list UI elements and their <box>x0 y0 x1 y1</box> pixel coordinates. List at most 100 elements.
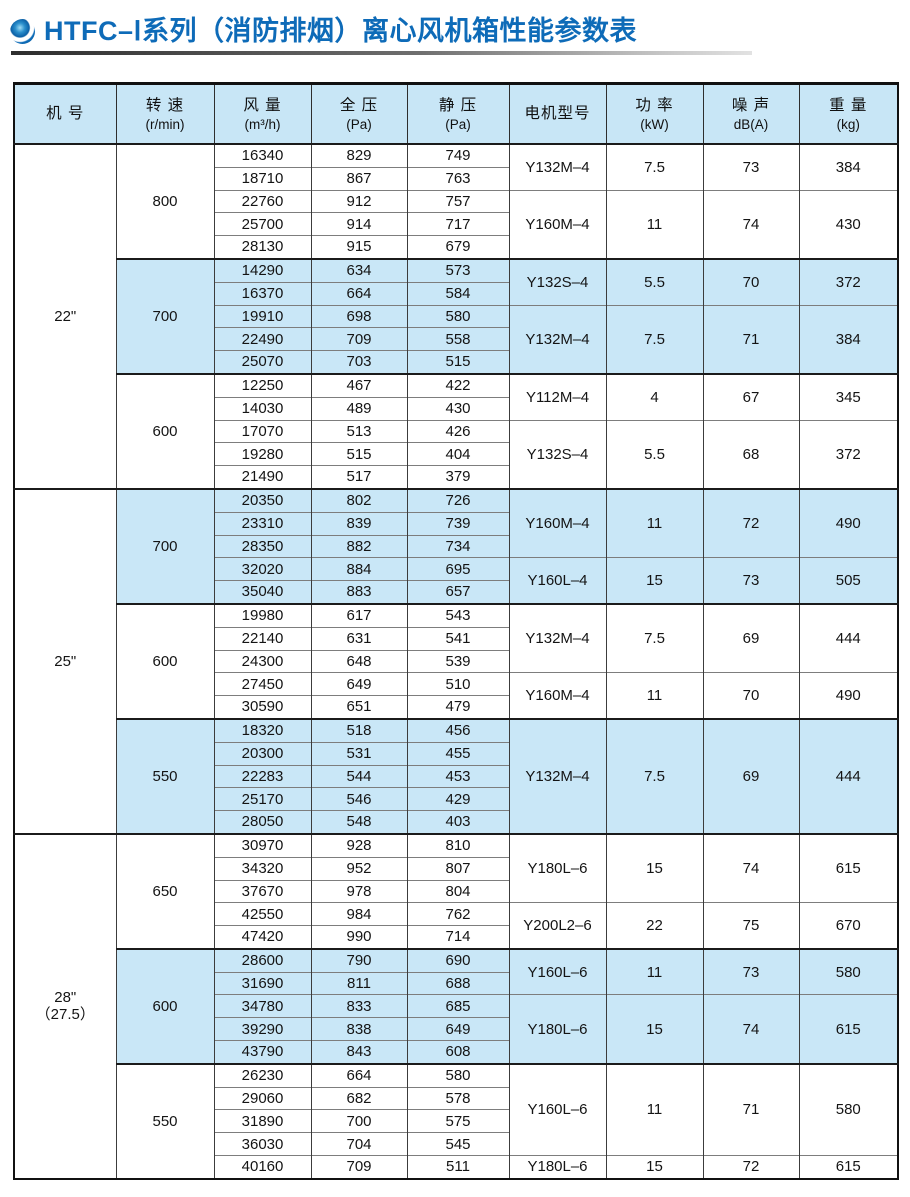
cell-total-pressure: 839 <box>310 511 408 536</box>
cell-static-pressure: 804 <box>406 879 510 903</box>
table-row: 18710 867 763 <box>14 166 898 191</box>
cell-flow: 37670 <box>213 879 312 903</box>
cell-total-pressure: 990 <box>310 925 408 949</box>
cell-total-pressure: 843 <box>310 1040 408 1064</box>
cell-noise: 69 <box>702 717 800 834</box>
cell-static-pressure: 695 <box>406 557 510 581</box>
cell-static-pressure: 511 <box>406 1155 510 1179</box>
cell-motor-model: Y160M–4 <box>508 487 607 558</box>
cell-flow: 25070 <box>213 350 312 374</box>
cell-static-pressure: 690 <box>406 947 510 973</box>
cell-total-pressure: 467 <box>310 372 408 398</box>
table-row: 550 18320 518 456 Y132M–4 7.5 69 444 <box>14 717 899 834</box>
cell-power: 11 <box>605 947 704 995</box>
cell-static-pressure: 543 <box>406 602 510 628</box>
cell-total-pressure: 882 <box>310 534 408 558</box>
cell-weight: 670 <box>798 902 899 949</box>
cell-noise: 73 <box>702 142 800 191</box>
cell-total-pressure: 833 <box>310 994 408 1018</box>
table-row: 16370 664 584 <box>14 281 898 306</box>
table-row: 32020 884 695 Y160L–4 15 73 505 <box>14 557 899 604</box>
cell-motor-model: Y160M–4 <box>508 189 607 259</box>
cell-static-pressure: 739 <box>406 511 510 536</box>
cell-power: 7.5 <box>605 602 704 673</box>
cell-total-pressure: 617 <box>310 602 408 628</box>
cell-total-pressure: 914 <box>310 212 408 236</box>
cell-total-pressure: 649 <box>310 672 408 696</box>
cell-power: 7.5 <box>605 717 704 834</box>
cell-flow: 16340 <box>213 142 312 168</box>
cell-size: 28" （27.5） <box>13 832 117 1179</box>
cell-static-pressure: 429 <box>406 787 510 811</box>
cell-total-pressure: 664 <box>310 1062 408 1088</box>
table-row: 20300 531 455 <box>14 741 898 766</box>
cell-speed: 700 <box>115 487 215 604</box>
cell-flow: 42550 <box>213 902 312 926</box>
table-row: 29060 682 578 <box>14 1086 898 1110</box>
cell-weight: 444 <box>798 717 899 834</box>
cell-power: 4 <box>605 372 704 421</box>
cell-static-pressure: 479 <box>406 695 510 719</box>
header-motor-model: 电机型号 <box>508 83 607 145</box>
table-row: 25700 914 717 <box>14 212 898 236</box>
cell-flow: 22760 <box>213 189 312 213</box>
cell-flow: 22490 <box>213 327 312 351</box>
cell-static-pressure: 403 <box>406 810 510 834</box>
cell-total-pressure: 531 <box>310 741 408 766</box>
cell-motor-model: Y160M–4 <box>508 672 607 719</box>
cell-flow: 25700 <box>213 212 312 236</box>
table-row: 28050 548 403 <box>14 810 898 834</box>
cell-power: 5.5 <box>605 257 704 306</box>
cell-power: 15 <box>605 557 704 604</box>
cell-noise: 74 <box>702 189 800 259</box>
cell-static-pressure: 649 <box>406 1017 510 1041</box>
table-row: 39290 838 649 <box>14 1017 898 1041</box>
cell-static-pressure: 422 <box>406 372 510 398</box>
cell-flow: 43790 <box>213 1040 312 1064</box>
cell-total-pressure: 517 <box>310 465 408 489</box>
cell-total-pressure: 515 <box>310 442 408 466</box>
cell-noise: 70 <box>702 257 800 306</box>
cell-flow: 27450 <box>213 672 312 696</box>
cell-power: 11 <box>605 189 704 259</box>
cell-weight: 615 <box>798 1155 899 1179</box>
cell-flow: 19980 <box>213 602 312 628</box>
table-row: 14030 489 430 <box>14 396 898 421</box>
cell-speed: 550 <box>115 717 215 834</box>
cell-flow: 12250 <box>213 372 312 398</box>
cell-size: 25" <box>13 487 117 834</box>
table-row: 40160 709 511 Y180L–6 15 72 615 <box>14 1155 899 1179</box>
cell-power: 11 <box>605 487 704 558</box>
cell-static-pressure: 573 <box>406 257 510 283</box>
header-size: 机 号 <box>13 83 117 145</box>
cell-static-pressure: 558 <box>406 327 510 351</box>
table-row: 22140 631 541 <box>14 626 898 651</box>
cell-flow: 19910 <box>213 304 312 328</box>
cell-flow: 32020 <box>213 557 312 581</box>
cell-flow: 19280 <box>213 442 312 466</box>
table-row: 22490 709 558 <box>14 327 898 351</box>
table-row: 700 14290 634 573 Y132S–4 5.5 70 372 <box>14 257 899 374</box>
cell-motor-model: Y132M–4 <box>508 142 607 191</box>
cell-flow: 31890 <box>213 1109 312 1133</box>
table-row: 17070 513 426 Y132S–4 5.5 68 372 <box>14 419 899 489</box>
cell-total-pressure: 548 <box>310 810 408 834</box>
cell-speed: 800 <box>115 143 215 259</box>
cell-total-pressure: 698 <box>310 304 408 328</box>
cell-static-pressure: 749 <box>406 142 510 168</box>
cell-total-pressure: 518 <box>310 717 408 743</box>
table-row: 600 19980 617 543 Y132M–4 7.5 69 444 <box>14 602 899 719</box>
cell-flow: 35040 <box>213 580 312 604</box>
cell-total-pressure: 631 <box>310 626 408 651</box>
cell-motor-model: Y180L–6 <box>508 832 607 903</box>
cell-static-pressure: 757 <box>406 189 510 213</box>
cell-flow: 18710 <box>213 166 312 191</box>
cell-flow: 47420 <box>213 925 312 949</box>
table-row: 42550 984 762 Y200L2–6 22 75 670 <box>14 902 899 949</box>
cell-static-pressure: 608 <box>406 1040 510 1064</box>
cell-static-pressure: 763 <box>406 166 510 191</box>
cell-flow: 20350 <box>213 487 312 513</box>
table-row: 36030 704 545 <box>14 1132 898 1156</box>
cell-flow: 30590 <box>213 695 312 719</box>
cell-weight: 384 <box>798 142 899 191</box>
